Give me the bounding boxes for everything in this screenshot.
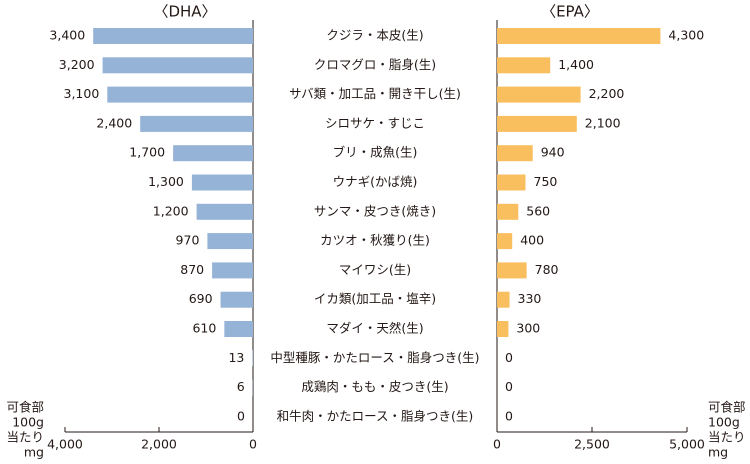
value-label: 3,200: [59, 57, 95, 72]
category-label: 中型種豚・かたロース・脂身つき(生): [270, 350, 479, 365]
x-tick-label: 2,500: [574, 437, 610, 452]
x-tick-label: 0: [249, 437, 257, 452]
value-label: 0: [505, 350, 513, 365]
value-label: 2,100: [585, 115, 621, 130]
value-label: 4,300: [668, 28, 704, 43]
bar: [220, 291, 253, 308]
bar: [497, 86, 581, 103]
category-label: 成鶏肉・もも・皮つき(生): [301, 379, 448, 394]
category-label: シロサケ・すじこ: [325, 115, 425, 130]
unit-label: mg: [708, 445, 728, 460]
unit-label: 当たり: [6, 430, 44, 445]
value-label: 560: [526, 203, 550, 218]
bar: [93, 28, 253, 44]
category-label: クロマグロ・脂身(生): [314, 57, 436, 72]
value-label: 610: [192, 321, 216, 336]
category-label: 和牛肉・かたロース・脂身つき(生): [277, 408, 474, 423]
value-label: 0: [237, 408, 245, 423]
bar: [252, 350, 253, 367]
bar: [140, 115, 253, 132]
bar: [497, 262, 527, 279]
value-label: 6: [237, 379, 245, 394]
category-label: ブリ・成魚(生): [333, 145, 418, 160]
x-tick-label: 2,000: [141, 437, 177, 452]
bar: [224, 321, 253, 337]
value-label: 1,200: [153, 203, 189, 218]
x-tick-label: 0: [493, 437, 501, 452]
x-tick-label: 5,000: [669, 437, 705, 452]
bar: [207, 233, 253, 250]
unit-label: 可食部: [6, 400, 44, 415]
category-label: マダイ・天然(生): [326, 321, 423, 336]
category-label: サバ類・加工品・開き干し(生): [289, 86, 461, 101]
value-label: 970: [176, 233, 200, 248]
category-label: マイワシ(生): [339, 262, 411, 277]
value-label: 2,200: [589, 86, 625, 101]
bar: [191, 174, 253, 191]
unit-label: 100g: [708, 415, 740, 430]
category-label: ウナギ(かば焼): [333, 174, 418, 189]
value-label: 870: [180, 262, 204, 277]
category-label: サンマ・皮つき(焼き): [314, 203, 436, 218]
value-label: 300: [516, 321, 540, 336]
value-label: 0: [505, 408, 513, 423]
value-label: 400: [520, 233, 544, 248]
bar: [497, 233, 513, 250]
value-label: 330: [518, 291, 542, 306]
unit-label: 可食部: [708, 400, 746, 415]
value-label: 0: [505, 379, 513, 394]
bar: [497, 57, 551, 74]
unit-label: 当たり: [708, 430, 746, 445]
unit-label: mg: [24, 445, 44, 460]
category-label: カツオ・秋獲り(生): [320, 233, 430, 248]
unit-label: 100g: [12, 415, 44, 430]
bar: [497, 145, 533, 162]
x-tick-label: 4,000: [47, 437, 83, 452]
value-label: 690: [189, 291, 213, 306]
bar: [497, 321, 509, 337]
bar: [107, 86, 253, 103]
value-label: 1,400: [558, 57, 594, 72]
value-label: 2,400: [96, 115, 132, 130]
bar: [497, 291, 510, 308]
bar: [173, 145, 253, 162]
bar: [212, 262, 253, 279]
panel-title: 〈DHA〉: [153, 3, 216, 21]
value-label: 780: [535, 262, 559, 277]
category-label: クジラ・本皮(生): [326, 28, 423, 43]
value-label: 1,300: [148, 174, 184, 189]
bar: [102, 57, 253, 74]
category-label: イカ類(加工品・塩辛): [314, 291, 436, 306]
bar: [497, 203, 519, 220]
bar: [497, 28, 661, 44]
value-label: 940: [541, 145, 565, 160]
value-label: 750: [534, 174, 558, 189]
bar: [196, 203, 253, 220]
panel-title: 〈EPA〉: [541, 3, 599, 21]
value-label: 3,400: [49, 28, 85, 43]
bar: [497, 115, 577, 132]
value-label: 3,100: [64, 86, 100, 101]
value-label: 1,700: [129, 145, 165, 160]
value-label: 13: [228, 350, 244, 365]
bar: [497, 174, 526, 191]
